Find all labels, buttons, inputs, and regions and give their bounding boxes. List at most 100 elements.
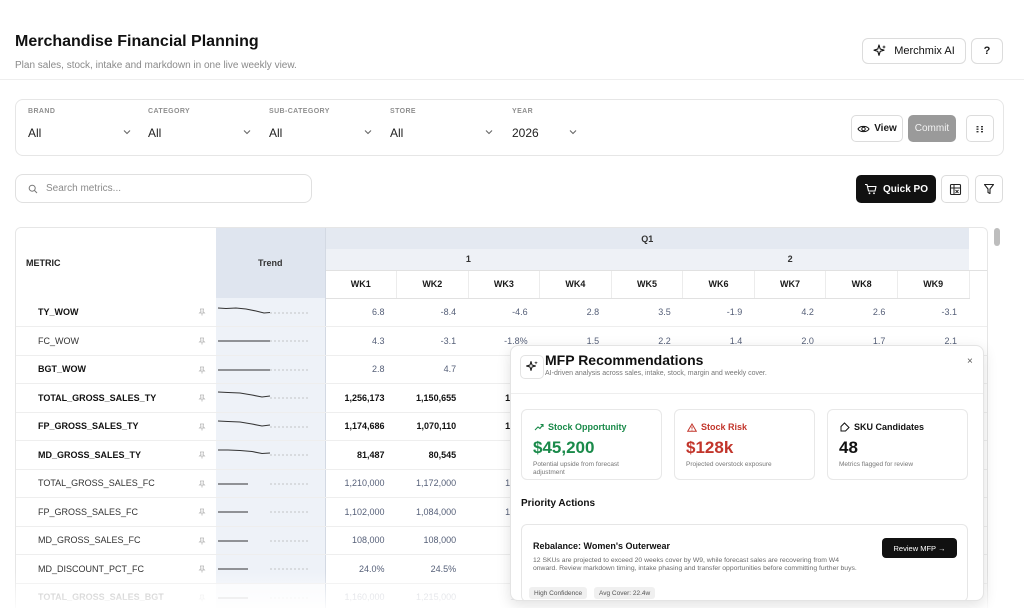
- pin-icon[interactable]: [198, 480, 206, 488]
- week-value-cell[interactable]: 2.8: [325, 355, 397, 384]
- sku-candidates-card[interactable]: SKU Candidates 48 Metrics flagged for re…: [827, 409, 968, 480]
- metric-name: TOTAL_GROSS_SALES_TY: [16, 383, 216, 413]
- week-value-cell[interactable]: -4.6: [468, 298, 540, 327]
- week-value-cell[interactable]: -8.4: [396, 298, 469, 327]
- column-settings-button[interactable]: [966, 115, 994, 142]
- pin-icon[interactable]: [198, 451, 206, 459]
- metric-column-header: METRIC: [16, 228, 216, 298]
- week-value-cell[interactable]: 1,102,000: [325, 497, 397, 527]
- week-value-cell[interactable]: 4.2: [754, 298, 826, 327]
- brand-filter[interactable]: BRAND All: [28, 100, 132, 155]
- metric-name: BGT_WOW: [16, 355, 216, 384]
- close-icon[interactable]: ×: [967, 356, 973, 367]
- app-header: Merchandise Financial Planning Plan sale…: [0, 0, 1024, 80]
- pin-icon[interactable]: [198, 423, 206, 431]
- metric-label: FP_GROSS_SALES_TY: [38, 421, 139, 432]
- week-value-cell[interactable]: 1,210,000: [325, 469, 397, 498]
- merchmix-ai-button[interactable]: Merchmix AI: [862, 38, 966, 64]
- week-value-cell[interactable]: 24.5%: [396, 554, 469, 584]
- review-mfp-button[interactable]: Review MFP →: [882, 538, 957, 558]
- search-box[interactable]: [15, 174, 312, 203]
- week-value-cell[interactable]: 3.5: [611, 298, 683, 327]
- sub-category-filter[interactable]: SUB-CATEGORY All: [269, 100, 373, 155]
- metric-name: TY_WOW: [16, 298, 216, 327]
- chevron-down-icon: [485, 130, 493, 135]
- metric-label: FC_WOW: [38, 335, 79, 346]
- week-value-cell[interactable]: 2.6: [825, 298, 898, 327]
- week-value-cell[interactable]: 81,487: [325, 440, 397, 470]
- pin-icon[interactable]: [198, 594, 206, 602]
- metric-label: MD_DISCOUNT_PCT_FC: [38, 563, 145, 574]
- week-value-cell[interactable]: -1.8%: [468, 326, 540, 356]
- week-header: WK2: [396, 270, 469, 299]
- week-value-cell[interactable]: 1,215,000: [396, 583, 469, 608]
- week-value-cell[interactable]: 1,070,110: [396, 412, 469, 441]
- week-value-cell[interactable]: -3.1: [897, 298, 969, 327]
- week-value-cell[interactable]: 24.0%: [325, 554, 397, 584]
- week-header: WK6: [682, 270, 755, 299]
- year-filter[interactable]: YEAR 2026: [512, 100, 578, 155]
- trend-sparkline: [216, 583, 326, 608]
- week-value-cell[interactable]: -3.1: [396, 326, 469, 356]
- metric-name: FP_GROSS_SALES_FC: [16, 497, 216, 527]
- trend-column-header: Trend: [216, 228, 326, 298]
- help-button[interactable]: ?: [971, 38, 1003, 64]
- brand-filter-value: All: [28, 126, 42, 140]
- filter-button[interactable]: [975, 175, 1003, 203]
- week-value-cell[interactable]: 6.8: [325, 298, 397, 327]
- week-value-cell[interactable]: 108,000: [325, 526, 397, 555]
- metric-name: TOTAL_GROSS_SALES_FC: [16, 469, 216, 498]
- kpi-label: Stock Risk: [687, 422, 747, 432]
- stock-risk-label: Stock Risk: [701, 422, 748, 432]
- stock-risk-card[interactable]: Stock Risk $128k Projected overstock exp…: [674, 409, 815, 480]
- chevron-down-icon: [364, 130, 372, 135]
- week-value-cell[interactable]: 80,545: [396, 440, 469, 470]
- pin-icon[interactable]: [198, 308, 206, 316]
- columns-icon: [976, 125, 983, 132]
- week-value-cell[interactable]: 108,000: [396, 526, 469, 555]
- funnel-icon: [983, 183, 995, 195]
- pin-icon[interactable]: [198, 366, 206, 374]
- week-value-cell[interactable]: 4.3: [325, 326, 397, 356]
- action-card[interactable]: Rebalance: Women's Outerwear 12 SKUs are…: [521, 524, 968, 600]
- brand-filter-label: BRAND: [28, 108, 56, 115]
- pin-icon[interactable]: [198, 508, 206, 516]
- week-value-cell[interactable]: 1,174,686: [325, 412, 397, 441]
- week-value-cell[interactable]: 1,150,655: [396, 383, 469, 413]
- trend-sparkline: [216, 526, 326, 555]
- table-row[interactable]: TY_WOW 6.8 -8.4 -4.6 2.8 3.5 -1.9 4.2 2.6 -3.1: [16, 298, 987, 327]
- week-value-cell[interactable]: 4.7: [396, 355, 469, 384]
- search-input[interactable]: [46, 183, 296, 194]
- metric-name: MD_DISCOUNT_PCT_FC: [16, 554, 216, 584]
- year-filter-label: YEAR: [512, 108, 534, 115]
- sku-candidates-label: SKU Candidates: [854, 422, 925, 432]
- metric-name: MD_GROSS_SALES_TY: [16, 440, 216, 470]
- view-button[interactable]: View: [851, 115, 903, 142]
- category-filter[interactable]: CATEGORY All: [148, 100, 252, 155]
- quick-po-button[interactable]: Quick PO: [856, 175, 936, 203]
- chevron-down-icon: [243, 130, 251, 135]
- metric-label: MD_GROSS_SALES_FC: [38, 535, 141, 546]
- table-scrollbar[interactable]: [994, 228, 1000, 246]
- pin-icon[interactable]: [198, 394, 206, 402]
- store-filter[interactable]: STORE All: [390, 100, 494, 155]
- sku-candidates-desc: Metrics flagged for review: [839, 461, 914, 468]
- stock-opportunity-card[interactable]: Stock Opportunity $45,200 Potential upsi…: [521, 409, 662, 480]
- week-value-cell[interactable]: 2.8: [539, 298, 612, 327]
- merchmix-ai-label: Merchmix AI: [894, 45, 955, 57]
- week-value-cell[interactable]: 1,172,000: [396, 469, 469, 498]
- commit-button[interactable]: Commit: [908, 115, 956, 142]
- pin-icon[interactable]: [198, 537, 206, 545]
- trend-sparkline: [216, 383, 326, 413]
- week-value-cell[interactable]: 1,160,000: [325, 583, 397, 608]
- week-header: WK9: [897, 270, 970, 299]
- week-value-cell[interactable]: 1,084,000: [396, 497, 469, 527]
- pin-icon[interactable]: [198, 565, 206, 573]
- export-button[interactable]: [941, 175, 969, 203]
- metric-name: FP_GROSS_SALES_TY: [16, 412, 216, 441]
- week-value-cell[interactable]: 1,256,173: [325, 383, 397, 413]
- sub-category-filter-label: SUB-CATEGORY: [269, 108, 330, 115]
- metric-name: MD_GROSS_SALES_FC: [16, 526, 216, 555]
- week-value-cell[interactable]: -1.9: [682, 298, 755, 327]
- pin-icon[interactable]: [198, 337, 206, 345]
